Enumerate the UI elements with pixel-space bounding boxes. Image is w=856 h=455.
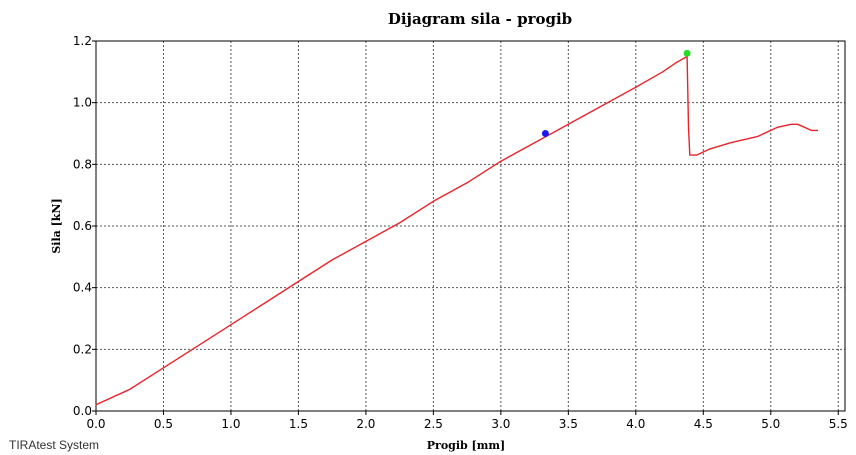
y-tick-label: 0.4 <box>73 281 92 295</box>
x-axis-ticks: 0.0 0.5 1.0 1.5 2.0 2.5 3.0 3.5 4.0 4.5 5.0 5.5 <box>86 411 848 431</box>
series-layer <box>95 55 818 406</box>
x-tick-label: 5.0 <box>761 417 780 431</box>
x-axis-label: Progib [mm] <box>427 439 505 452</box>
x-tick-label: 4.5 <box>694 417 713 431</box>
y-axis-label: Sila [kN] <box>50 198 63 253</box>
y-tick-label: 0.8 <box>73 157 92 171</box>
series-line <box>95 55 818 406</box>
y-tick-label: 1.2 <box>73 34 92 48</box>
x-tick-label: 3.5 <box>559 417 578 431</box>
data-marker <box>683 49 691 57</box>
x-tick-label: 1.5 <box>289 417 308 431</box>
y-tick-label: 1.0 <box>73 96 92 110</box>
x-tick-label: 0.0 <box>86 417 105 431</box>
x-tick-label: 2.5 <box>424 417 443 431</box>
markers-layer <box>541 49 691 137</box>
x-tick-label: 5.5 <box>829 417 848 431</box>
y-tick-label: 0.0 <box>73 404 92 418</box>
data-marker <box>541 130 549 137</box>
y-axis-ticks: 0.0 0.2 0.4 0.6 0.8 1.0 1.2 <box>73 34 96 418</box>
x-tick-label: 4.0 <box>626 417 645 431</box>
grid <box>95 40 845 412</box>
x-tick-label: 2.0 <box>356 417 375 431</box>
x-tick-label: 3.0 <box>491 417 510 431</box>
chart-title: Dijagram sila - progib <box>388 10 572 28</box>
x-tick-label: 1.0 <box>221 417 240 431</box>
brand-label: TIRAtest System <box>9 438 100 452</box>
y-tick-label: 0.6 <box>73 219 92 233</box>
y-tick-label: 0.2 <box>73 342 92 356</box>
x-tick-label: 0.5 <box>154 417 173 431</box>
